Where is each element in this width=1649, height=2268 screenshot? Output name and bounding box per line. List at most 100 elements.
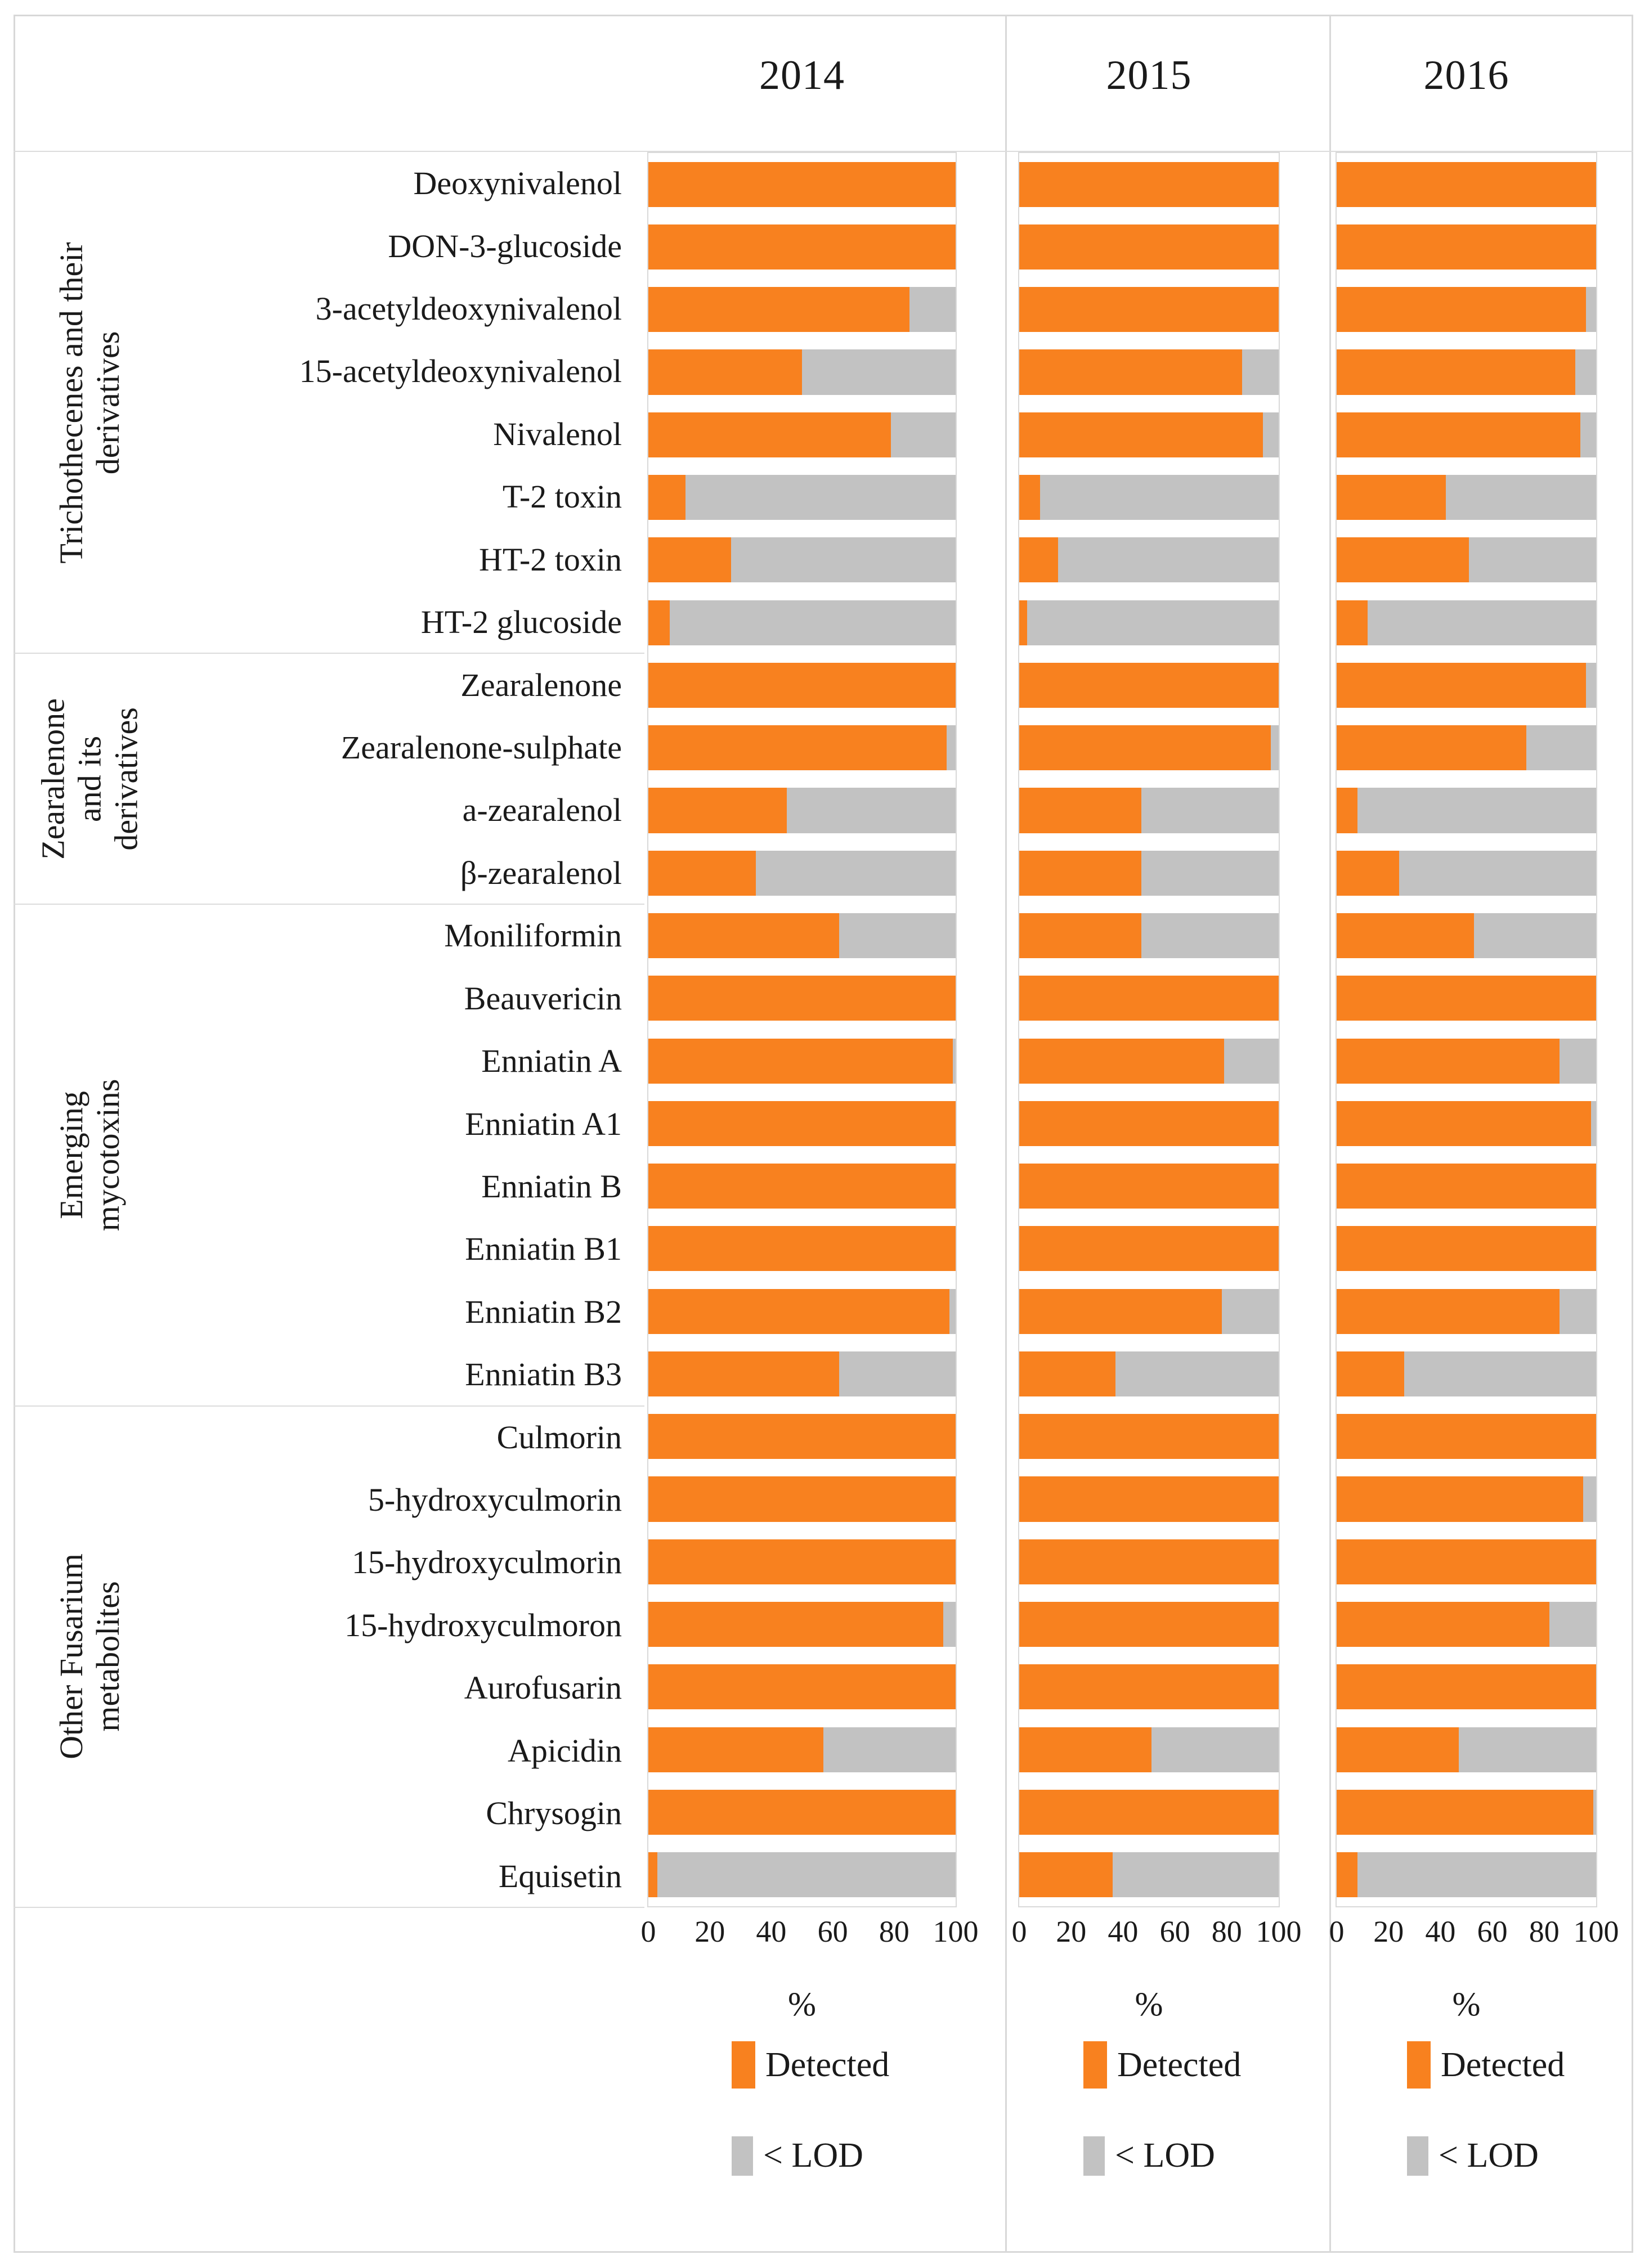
group-label-text: Emerging mycotoxins [53, 1079, 127, 1232]
bar-detected-segment [1337, 1038, 1560, 1084]
bar-row [1019, 904, 1279, 967]
bar-detected-segment [648, 474, 685, 520]
bar-row [1337, 1280, 1596, 1342]
bar-detected-segment [1019, 287, 1279, 333]
bar-detected-segment [1337, 1664, 1596, 1710]
bar-detected-segment [648, 412, 891, 457]
x-tick-label: 100 [1256, 1915, 1302, 1948]
stacked-bar [1337, 1602, 1596, 1647]
category-row: 5-hydroxyculmorin [17, 1468, 622, 1531]
stacked-bar [1019, 412, 1279, 457]
bar-detected-segment [648, 662, 956, 708]
bar-detected-segment [648, 976, 956, 1021]
stacked-bar [1019, 850, 1279, 896]
bar-rows [1337, 153, 1596, 1906]
stacked-bar [648, 474, 956, 520]
bar-lod-segment [949, 1288, 956, 1334]
bar-row [1337, 1844, 1596, 1906]
bar-detected-segment [1337, 725, 1526, 771]
x-axis-label: % [1452, 1986, 1481, 2023]
category-row: Moniliformin [17, 904, 622, 967]
stacked-bar [648, 1664, 956, 1710]
bar-row [1337, 529, 1596, 591]
bar-row [1337, 1342, 1596, 1405]
bar-detected-segment [1019, 1539, 1279, 1584]
bar-lod-segment [1585, 662, 1596, 708]
group-label-text: Zearalenone and its derivatives [34, 698, 145, 860]
bar-row [1019, 1530, 1279, 1593]
bar-row [1337, 403, 1596, 466]
category-label: Enniatin B2 [465, 1293, 622, 1330]
panel-title-2015: 2015 [1106, 52, 1192, 98]
category-label: Enniatin B1 [465, 1230, 622, 1268]
plot-area-2016 [1336, 152, 1597, 1907]
bar-detected-segment [1019, 537, 1059, 583]
bar-row [1337, 779, 1596, 842]
category-label: DON-3-glucoside [388, 227, 622, 264]
bar-detected-segment [1019, 1476, 1279, 1522]
legend-item-lod: < LOD [1083, 2136, 1215, 2176]
bar-row [1337, 466, 1596, 528]
stacked-bar [1019, 1414, 1279, 1459]
bar-row [1019, 591, 1279, 654]
category-label-column: Deoxynivalenol DON-3-glucoside 3-acetyldeo… [17, 152, 622, 1907]
bar-detected-segment [648, 1226, 956, 1272]
category-row: 15-acetyldeoxynivalenol [17, 340, 622, 402]
bar-detected-segment [1019, 1852, 1113, 1898]
bar-lod-segment [823, 1727, 956, 1772]
bar-row [1019, 215, 1279, 278]
bar-detected-segment [1019, 1164, 1279, 1209]
legend-swatch [1083, 2041, 1107, 2089]
bar-lod-segment [1404, 1351, 1596, 1397]
x-axis-label: % [1135, 1986, 1163, 2023]
x-tick-label: 20 [1373, 1915, 1404, 1948]
stacked-bar [1337, 1164, 1596, 1209]
legend-swatch [732, 2136, 753, 2176]
legend-item-detected: Detected [732, 2041, 889, 2089]
stacked-bar [648, 1539, 956, 1584]
bar-detected-segment [1337, 224, 1596, 270]
stacked-bar [648, 1789, 956, 1835]
bar-detected-segment [648, 1602, 944, 1647]
category-row: DON-3-glucoside [17, 214, 622, 277]
stacked-bar [1019, 913, 1279, 959]
bar-detected-segment [648, 1101, 956, 1146]
bar-row [1337, 1030, 1596, 1092]
bar-row [1019, 1030, 1279, 1092]
stacked-bar [1337, 349, 1596, 395]
category-label: HT-2 glucoside [420, 604, 622, 641]
x-tick-label: 60 [1477, 1915, 1508, 1948]
stacked-bar [648, 788, 956, 833]
category-row: HT-2 toxin [17, 528, 622, 591]
bar-lod-segment [1585, 287, 1596, 333]
x-tick-label: 20 [1056, 1915, 1087, 1948]
category-row: Chrysogin [17, 1782, 622, 1844]
bar-lod-segment [670, 600, 956, 645]
bar-detected-segment [648, 1476, 956, 1522]
stacked-bar [1337, 1101, 1596, 1146]
stacked-bar [1019, 537, 1279, 583]
bar-detected-segment [1019, 1038, 1225, 1084]
bar-detected-segment [648, 913, 839, 959]
bar-detected-segment [1337, 976, 1596, 1021]
bar-detected-segment [1019, 161, 1279, 207]
category-row: Deoxynivalenol [17, 152, 622, 214]
category-label: Equisetin [498, 1857, 622, 1894]
bar-detected-segment [1337, 662, 1586, 708]
bar-lod-segment [1263, 412, 1279, 457]
category-row: Equisetin [17, 1844, 622, 1907]
bar-row [648, 904, 956, 967]
x-tick-label: 40 [1108, 1915, 1139, 1948]
bar-row [648, 1593, 956, 1655]
legend-swatch [1407, 2136, 1428, 2176]
category-row: 15-hydroxyculmoron [17, 1594, 622, 1656]
bar-detected-segment [1337, 1288, 1560, 1334]
bar-row [1019, 1218, 1279, 1280]
bar-detected-segment [648, 725, 947, 771]
bar-lod-segment [1549, 1602, 1596, 1647]
bar-row [1019, 1656, 1279, 1718]
bar-row [1337, 1218, 1596, 1280]
category-label: 15-hydroxyculmorin [351, 1544, 622, 1581]
stacked-bar [1019, 349, 1279, 395]
bar-row [1019, 1280, 1279, 1342]
